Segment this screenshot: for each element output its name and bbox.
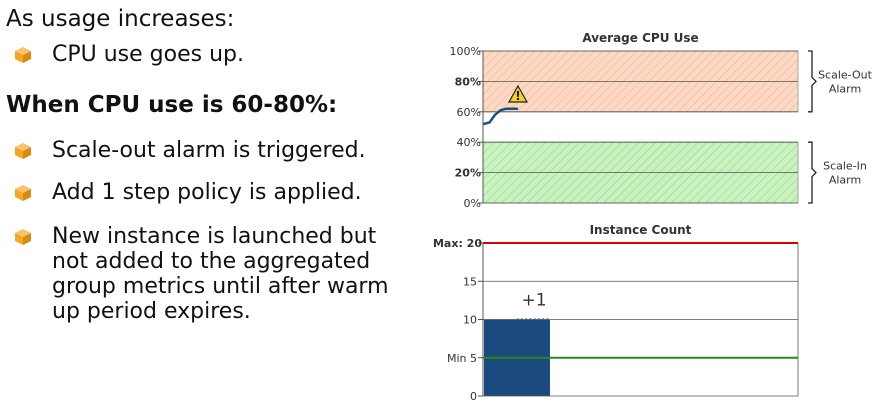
count-tick-label: 0: [470, 390, 477, 403]
cpu-tick-label: 0%: [464, 197, 481, 210]
count-tick-label: 10: [463, 314, 477, 327]
cpu-tick-label: 80%: [455, 75, 481, 88]
pending-label: +1: [521, 291, 546, 311]
warning-triangle-shape: [507, 84, 529, 103]
zone-label-1: Scale-In: [823, 160, 867, 173]
section-heading: When CPU use is 60-80%:: [6, 92, 338, 118]
bullet-step-policy: Add 1 step policy is applied.: [14, 180, 412, 205]
cpu-tick-label: 40%: [457, 136, 481, 149]
pending-instance-bar: [517, 317, 550, 320]
intro-text: As usage increases:: [6, 6, 235, 32]
min-label: Min 5: [447, 352, 477, 365]
zone-label-1: Alarm: [829, 174, 861, 187]
zone-bracket-1: [808, 141, 817, 204]
bullet-alarm: Scale-out alarm is triggered.: [14, 138, 412, 163]
max-label: Max: 20: [433, 237, 482, 250]
cube-bullet-icon: [15, 143, 31, 159]
warning-mark: !: [515, 89, 520, 103]
cpu-chart: Average CPU UseScale-OutAlarmScale-InAla…: [450, 31, 873, 210]
instance-count-chart: Instance Count +1 15 10 Min 5 0 Max: 20: [433, 223, 799, 403]
count-chart-title: Instance Count: [590, 223, 692, 237]
bullet-new-instance: New instance is launched but not added t…: [14, 224, 412, 324]
cpu-series-line: [482, 107, 519, 126]
bullet-text: CPU use goes up.: [52, 42, 244, 67]
zone-bracket-0: [808, 50, 817, 113]
bullet-text: New instance is launched but not added t…: [52, 224, 389, 324]
zone-label-0: Scale-Out: [818, 68, 873, 81]
warning-triangle-icon: !: [507, 84, 529, 103]
bullet-cpu-up: CPU use goes up.: [14, 42, 412, 67]
count-tick-label: 15: [463, 275, 477, 288]
zone-label-0: Alarm: [829, 82, 861, 95]
bullet-text: Add 1 step policy is applied.: [52, 180, 362, 205]
cube-bullet-icon: [15, 47, 31, 63]
cube-bullet-icon: [15, 185, 31, 201]
cube-bullet-icon: [15, 229, 31, 245]
cpu-tick-label: 60%: [457, 106, 481, 119]
cpu-tick-label: 100%: [450, 45, 481, 58]
cpu-chart-title: Average CPU Use: [582, 31, 698, 45]
bullet-text: Scale-out alarm is triggered.: [52, 138, 366, 163]
cpu-tick-label: 20%: [455, 167, 481, 180]
